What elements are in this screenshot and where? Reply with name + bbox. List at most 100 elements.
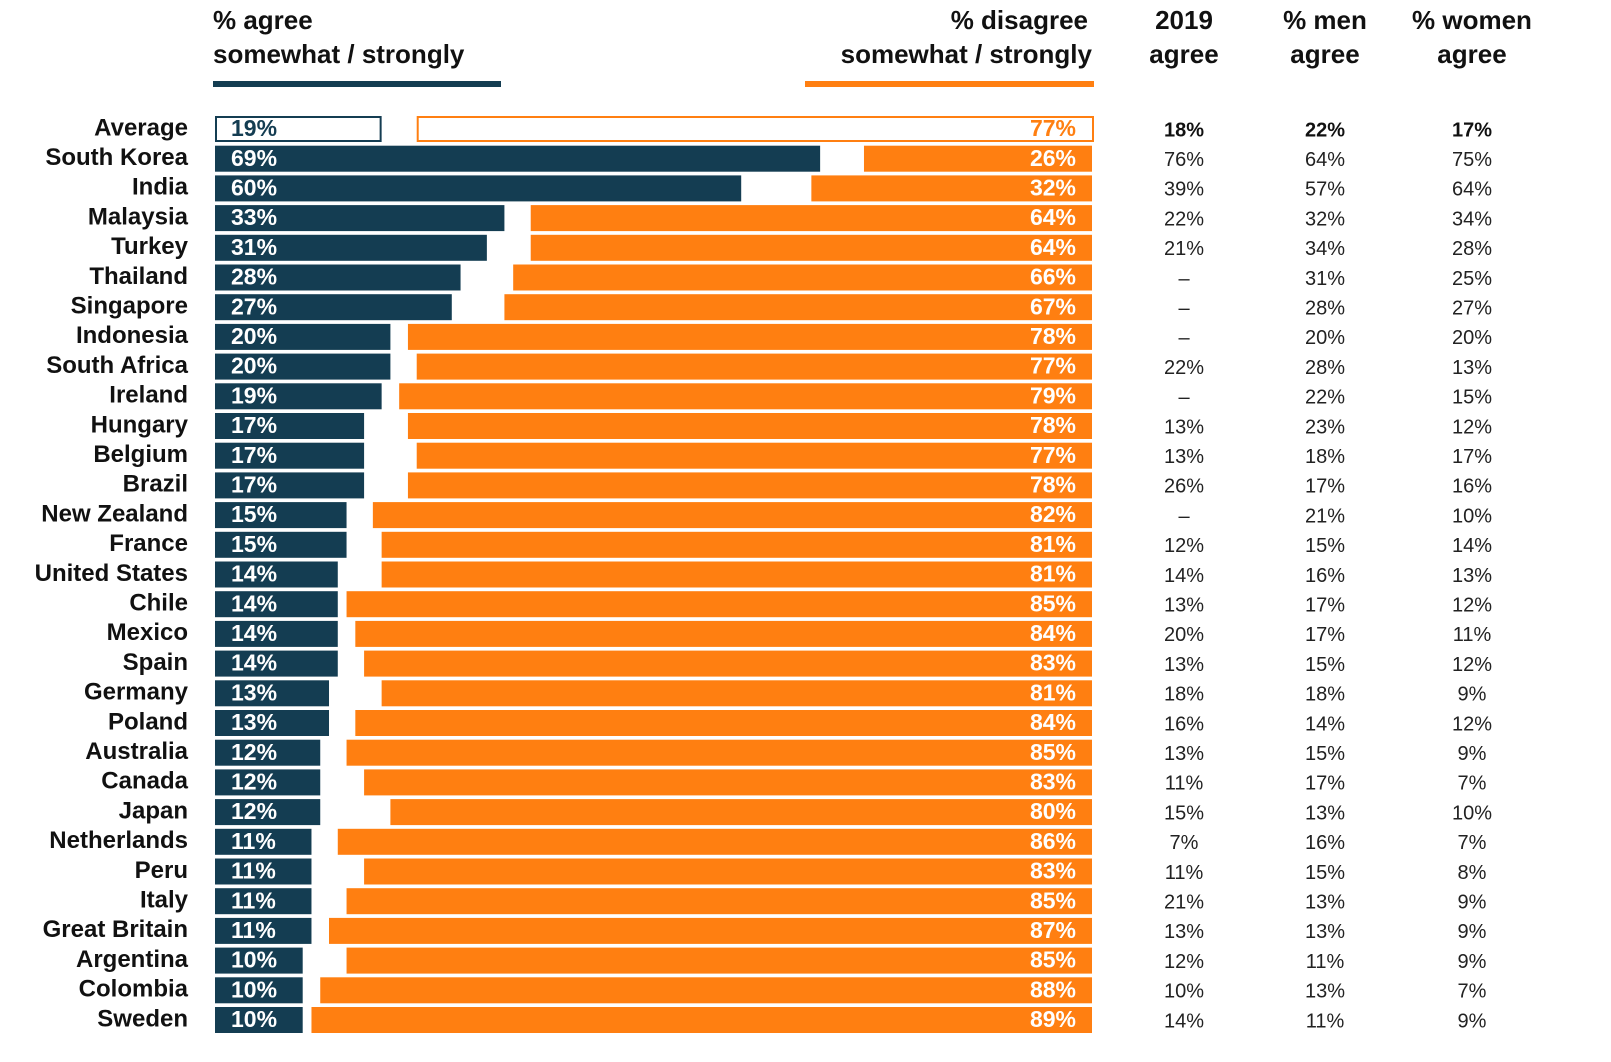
bar <box>215 531 347 558</box>
legend-swatch <box>805 81 1094 87</box>
data-label: 82% <box>1030 501 1076 527</box>
table-cell: 75% <box>1452 149 1492 171</box>
data-label: 64% <box>1030 204 1076 230</box>
table-cell: 10% <box>1452 505 1492 527</box>
table-cell: 21% <box>1305 505 1345 527</box>
bar <box>381 531 1092 558</box>
bar <box>215 620 338 647</box>
data-label: 11% <box>231 917 276 943</box>
data-label: 15% <box>231 501 277 527</box>
table-cell: 12% <box>1452 416 1492 438</box>
table-cell: 21% <box>1164 891 1204 913</box>
data-label: 12% <box>231 739 277 765</box>
table-cell: 34% <box>1305 238 1345 260</box>
data-label: 83% <box>1030 768 1076 794</box>
table-cell: 22% <box>1164 208 1204 230</box>
data-label: 14% <box>231 620 277 646</box>
table-cell: 12% <box>1164 951 1204 973</box>
legend-label: somewhat / strongly <box>213 39 465 69</box>
table-cell: 32% <box>1305 208 1345 230</box>
data-label: 11% <box>231 858 276 884</box>
table-cell: 17% <box>1305 624 1345 646</box>
table-cell: 7% <box>1458 773 1487 795</box>
table-cell: – <box>1178 327 1190 349</box>
table-cell: 13% <box>1305 981 1345 1003</box>
bar <box>416 442 1093 469</box>
bar <box>504 294 1092 321</box>
data-label: 78% <box>1030 412 1076 438</box>
data-label: 85% <box>1030 590 1076 616</box>
data-label: 19% <box>231 115 277 141</box>
bar <box>364 650 1093 677</box>
data-label: 86% <box>1030 828 1076 854</box>
table-cell: 13% <box>1164 654 1204 676</box>
bar <box>215 145 821 172</box>
table-cell: 13% <box>1452 565 1492 587</box>
table-cell: 13% <box>1305 921 1345 943</box>
data-label: 11% <box>231 828 276 854</box>
table-cell: 14% <box>1452 535 1492 557</box>
table-cell: 14% <box>1164 565 1204 587</box>
table-cell: 57% <box>1305 179 1345 201</box>
table-cell: 16% <box>1305 832 1345 854</box>
bar <box>355 620 1092 647</box>
table-cell: 7% <box>1170 832 1199 854</box>
column-header: % men <box>1283 5 1367 35</box>
table-cell: 15% <box>1452 387 1492 409</box>
data-label: 60% <box>231 174 277 200</box>
table-cell: 13% <box>1305 802 1345 824</box>
bar <box>513 264 1092 291</box>
table-cell: 14% <box>1164 1010 1204 1032</box>
table-cell: 11% <box>1165 773 1204 795</box>
bar <box>215 323 391 350</box>
data-label: 81% <box>1030 679 1076 705</box>
category-label: Great Britain <box>43 916 188 943</box>
table-cell: 12% <box>1452 654 1492 676</box>
category-label: France <box>109 530 188 557</box>
table-cell: 76% <box>1164 149 1204 171</box>
table-cell: 34% <box>1452 208 1492 230</box>
bar <box>215 710 330 736</box>
table-cell: 28% <box>1305 357 1345 379</box>
table-cell: 16% <box>1452 476 1492 498</box>
table-cell: 17% <box>1305 594 1345 616</box>
data-label: 12% <box>231 768 277 794</box>
category-label: Australia <box>85 738 188 765</box>
bar <box>215 413 365 439</box>
table-cell: 12% <box>1452 594 1492 616</box>
bar <box>215 799 321 826</box>
table-cell: 9% <box>1458 1010 1487 1032</box>
bar <box>215 205 505 232</box>
column-header: 2019 <box>1155 5 1213 35</box>
table-cell: – <box>1178 268 1190 290</box>
table-cell: 9% <box>1458 921 1487 943</box>
bar <box>215 294 452 321</box>
table-cell: 17% <box>1452 119 1492 141</box>
category-label: South Africa <box>46 352 188 379</box>
category-label: Japan <box>119 797 188 824</box>
category-label: Hungary <box>91 411 189 438</box>
data-label: 12% <box>231 798 277 824</box>
category-label: Thailand <box>89 263 188 290</box>
table-cell: 39% <box>1164 179 1204 201</box>
table-cell: 64% <box>1452 179 1492 201</box>
legend-label: somewhat / strongly <box>841 39 1093 69</box>
table-cell: 20% <box>1164 624 1204 646</box>
bar <box>215 175 742 202</box>
table-cell: 20% <box>1452 327 1492 349</box>
data-label: 14% <box>231 561 277 587</box>
bar <box>407 472 1092 499</box>
data-label: 17% <box>231 471 277 497</box>
bar <box>215 947 303 974</box>
data-label: 85% <box>1030 947 1076 973</box>
category-label: Germany <box>84 679 189 706</box>
data-label: 10% <box>231 1006 277 1032</box>
table-cell: 14% <box>1305 713 1345 735</box>
bar <box>329 917 1092 944</box>
table-cell: 11% <box>1306 1010 1345 1032</box>
category-label: Sweden <box>97 1005 188 1032</box>
data-label: 83% <box>1030 650 1076 676</box>
data-label: 88% <box>1030 976 1076 1002</box>
data-label: 17% <box>231 442 277 468</box>
